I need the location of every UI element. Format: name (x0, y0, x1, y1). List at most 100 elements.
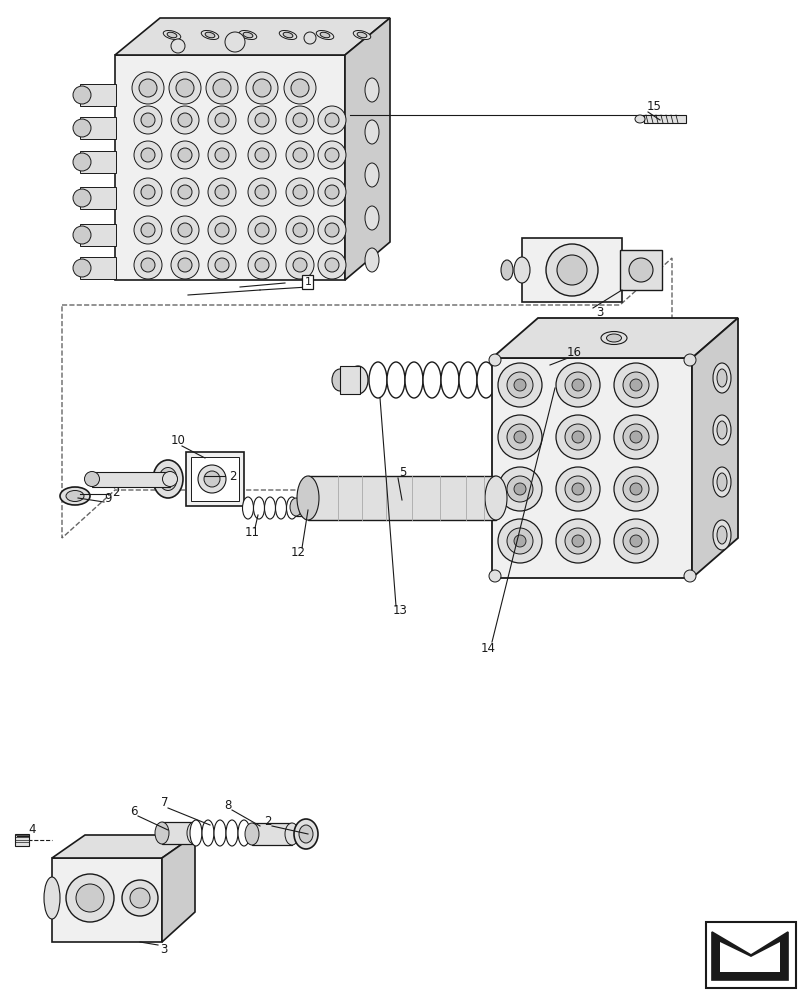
Circle shape (285, 216, 314, 244)
Text: 2: 2 (264, 815, 272, 828)
Circle shape (208, 216, 236, 244)
Circle shape (497, 519, 541, 563)
Circle shape (571, 483, 583, 495)
Text: 3: 3 (595, 306, 603, 318)
Ellipse shape (283, 32, 293, 38)
Circle shape (324, 185, 338, 199)
Ellipse shape (387, 362, 405, 398)
Ellipse shape (423, 362, 440, 398)
Ellipse shape (202, 820, 214, 846)
Circle shape (488, 570, 500, 582)
Circle shape (171, 216, 199, 244)
Circle shape (247, 251, 276, 279)
Circle shape (73, 153, 91, 171)
Circle shape (622, 528, 648, 554)
Ellipse shape (405, 362, 423, 398)
Polygon shape (719, 942, 779, 972)
Bar (80, 84, 116, 106)
Circle shape (171, 106, 199, 134)
Bar (80, 117, 116, 139)
Circle shape (255, 258, 268, 272)
Circle shape (293, 148, 307, 162)
Polygon shape (521, 238, 621, 302)
Bar (643, 115, 685, 123)
Ellipse shape (320, 32, 329, 38)
Ellipse shape (712, 467, 730, 497)
Ellipse shape (712, 520, 730, 550)
Circle shape (513, 483, 526, 495)
Text: 3: 3 (160, 943, 168, 956)
Circle shape (132, 72, 164, 104)
Circle shape (285, 178, 314, 206)
Ellipse shape (357, 32, 367, 38)
Circle shape (564, 528, 590, 554)
Circle shape (506, 424, 532, 450)
Circle shape (613, 519, 657, 563)
Text: 4: 4 (28, 823, 36, 836)
Text: 8: 8 (224, 799, 231, 812)
Ellipse shape (279, 30, 296, 40)
Ellipse shape (353, 30, 371, 40)
Ellipse shape (365, 206, 379, 230)
Bar (340, 366, 359, 394)
Ellipse shape (365, 163, 379, 187)
Circle shape (130, 888, 150, 908)
Circle shape (497, 415, 541, 459)
Ellipse shape (513, 257, 530, 283)
Circle shape (290, 79, 309, 97)
Bar (92, 472, 169, 487)
Ellipse shape (238, 820, 250, 846)
Circle shape (141, 113, 155, 127)
Circle shape (208, 141, 236, 169)
Bar (186, 452, 243, 506)
Circle shape (247, 216, 276, 244)
Polygon shape (691, 318, 737, 578)
Circle shape (613, 467, 657, 511)
Ellipse shape (84, 472, 100, 487)
Ellipse shape (495, 362, 513, 398)
Polygon shape (345, 18, 389, 280)
Circle shape (497, 467, 541, 511)
Ellipse shape (264, 497, 275, 519)
Circle shape (225, 32, 245, 52)
Polygon shape (115, 55, 345, 280)
Circle shape (134, 141, 162, 169)
Ellipse shape (167, 32, 177, 38)
Circle shape (247, 106, 276, 134)
Bar (307, 476, 496, 520)
Circle shape (622, 372, 648, 398)
Circle shape (513, 431, 526, 443)
Polygon shape (711, 932, 787, 980)
Ellipse shape (484, 476, 506, 520)
Circle shape (556, 363, 599, 407)
Circle shape (171, 141, 199, 169)
Circle shape (198, 465, 225, 493)
Circle shape (176, 79, 194, 97)
Ellipse shape (239, 30, 256, 40)
Circle shape (134, 251, 162, 279)
Bar (162, 822, 194, 844)
Ellipse shape (716, 526, 726, 544)
Circle shape (564, 424, 590, 450)
Text: 11: 11 (244, 526, 260, 540)
Circle shape (73, 259, 91, 277)
Ellipse shape (294, 819, 318, 849)
Text: 6: 6 (130, 805, 138, 818)
Ellipse shape (253, 497, 264, 519)
Circle shape (497, 363, 541, 407)
Ellipse shape (513, 362, 530, 398)
Circle shape (556, 415, 599, 459)
Ellipse shape (716, 369, 726, 387)
Ellipse shape (187, 822, 201, 844)
Circle shape (171, 39, 185, 53)
Ellipse shape (534, 364, 549, 396)
Circle shape (285, 106, 314, 134)
Circle shape (506, 372, 532, 398)
Circle shape (122, 880, 158, 916)
Ellipse shape (368, 362, 387, 398)
Circle shape (285, 141, 314, 169)
Polygon shape (491, 358, 691, 578)
Circle shape (73, 189, 91, 207)
Circle shape (141, 258, 155, 272)
Bar (80, 257, 116, 279)
